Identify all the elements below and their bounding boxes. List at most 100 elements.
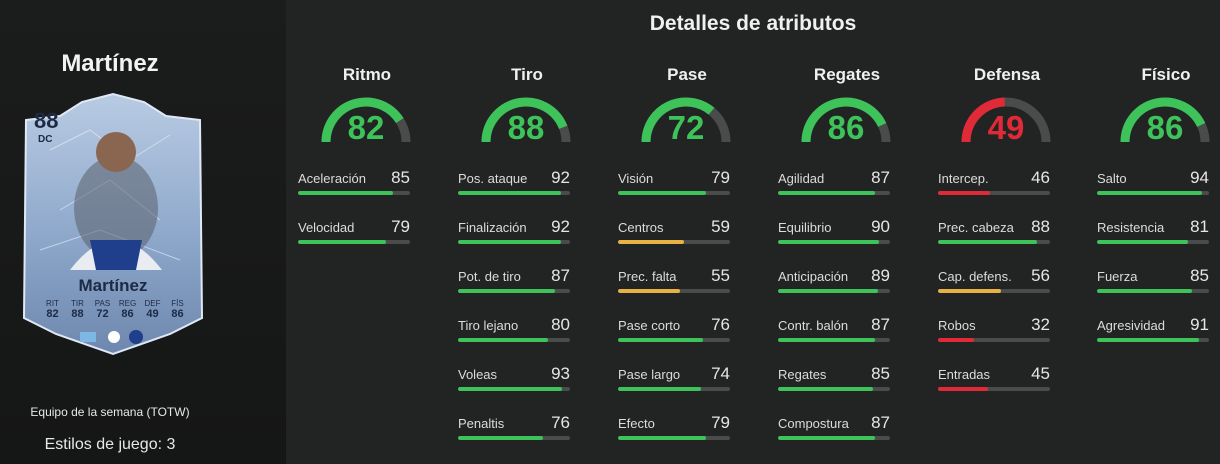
stat-label: Regates [778, 367, 827, 382]
stat-bar-fill [938, 338, 974, 342]
stat-row: Centros 59 [618, 217, 730, 247]
category-title: Pase [667, 65, 707, 84]
card-stat: RIT 82 [46, 299, 59, 320]
stat-value: 87 [871, 315, 890, 334]
stat-value: 81 [1190, 217, 1209, 236]
category-rating: 86 [1146, 109, 1184, 146]
stat-row: Tiro lejano 80 [458, 315, 570, 345]
category-title: Ritmo [342, 65, 392, 84]
card-position: DC [38, 134, 53, 145]
stat-label: Visión [618, 171, 654, 186]
stat-bar [778, 436, 890, 440]
card-stat: REG 86 [118, 299, 137, 320]
stat-row: Prec. cabeza 88 [938, 217, 1050, 247]
stat-bar-fill [778, 240, 879, 244]
stat-row: Robos 32 [938, 315, 1050, 345]
stat-label: Resistencia [1097, 220, 1165, 235]
stat-row: Aceleración 85 [298, 168, 410, 198]
card-stat: DEF 49 [144, 299, 161, 320]
stat-bar-fill [778, 338, 876, 342]
stat-value: 85 [871, 364, 890, 383]
stat-value: 79 [711, 168, 730, 187]
stat-bar [618, 289, 730, 293]
stat-value: 80 [551, 315, 570, 334]
stat-value: 90 [871, 217, 890, 236]
stat-row: Resistencia 81 [1097, 217, 1209, 247]
stat-bar-fill [778, 387, 874, 391]
stat-bar-fill [458, 436, 544, 440]
gauge-fill [961, 97, 1006, 143]
stat-label: Tiro lejano [458, 318, 519, 333]
stat-value: 87 [871, 413, 890, 432]
stat-value: 79 [711, 413, 730, 432]
gauge-fill [801, 97, 887, 143]
stat-value: 87 [551, 266, 570, 285]
stat-label: Compostura [778, 416, 849, 431]
stat-label: Equilibrio [778, 220, 832, 235]
gauge-fill [321, 97, 404, 143]
stat-value: 79 [391, 217, 410, 236]
stat-value: 85 [1190, 266, 1209, 285]
stat-bar [938, 240, 1050, 244]
stat-bar [458, 289, 570, 293]
stat-bar-fill [458, 289, 556, 293]
stat-value: 89 [871, 266, 890, 285]
playstyles-count: Estilos de juego: 3 [44, 436, 176, 453]
stat-bar-fill [458, 387, 563, 391]
card-frame-icon [22, 92, 204, 356]
stat-row: Agresividad 91 [1097, 315, 1209, 345]
stat-row: Cap. defens. 56 [938, 266, 1050, 296]
stat-bar-fill [1097, 289, 1193, 293]
stat-bar [458, 436, 570, 440]
stat-bar [618, 436, 730, 440]
stat-bar [778, 289, 890, 293]
stat-bar [1097, 289, 1209, 293]
stat-label: Centros [618, 220, 664, 235]
stat-row: Anticipación 89 [778, 266, 890, 296]
stat-row: Efecto 79 [618, 413, 730, 443]
stat-row: Penaltis 76 [458, 413, 570, 443]
stat-bar [618, 240, 730, 244]
stat-bar-fill [1097, 191, 1203, 195]
stat-row: Finalización 92 [458, 217, 570, 247]
stat-label: Entradas [938, 367, 991, 382]
stat-bar [778, 240, 890, 244]
stat-label: Aceleración [298, 171, 366, 186]
stat-value: 56 [1031, 266, 1050, 285]
stat-label: Anticipación [778, 269, 849, 284]
card-stat: PAS 72 [94, 299, 111, 320]
stat-label: Prec. falta [618, 269, 677, 284]
stat-bar-fill [618, 289, 680, 293]
stat-bar-fill [458, 191, 562, 195]
player-card[interactable]: 88 DC Martínez RIT 82 TIR 88 PAS 72 REG 86 D… [20, 90, 206, 358]
stat-bar [458, 338, 570, 342]
gauge-fill [641, 97, 715, 143]
stat-row: Equilibrio 90 [778, 217, 890, 247]
stat-row: Voleas 93 [458, 364, 570, 394]
stat-row: Compostura 87 [778, 413, 890, 443]
stat-label: Prec. cabeza [938, 220, 1014, 235]
player-panel: Martínez 88 DC Martínez RIT 82 [0, 0, 286, 464]
stat-bar-fill [778, 191, 876, 195]
stat-bar-fill [618, 436, 707, 440]
stat-label: Agresividad [1097, 318, 1165, 333]
stat-bar [1097, 240, 1209, 244]
rating-gauge-icon [641, 97, 731, 143]
stat-row: Salto 94 [1097, 168, 1209, 198]
stat-bar [938, 387, 1050, 391]
category-title: Defensa [973, 65, 1041, 84]
stat-bar [1097, 191, 1209, 195]
stat-label: Cap. defens. [938, 269, 1012, 284]
stat-row: Intercep. 46 [938, 168, 1050, 198]
attributes-title: Detalles de atributos [649, 12, 857, 35]
stat-bar [458, 240, 570, 244]
stat-label: Fuerza [1097, 269, 1138, 284]
stat-value: 92 [551, 217, 570, 236]
stat-label: Pase largo [618, 367, 681, 382]
player-name: Martínez [61, 50, 159, 77]
stat-row: Pase corto 76 [618, 315, 730, 345]
stat-value: 91 [1190, 315, 1209, 334]
stat-bar-fill [938, 289, 1001, 293]
stat-bar-fill [618, 191, 707, 195]
stat-row: Velocidad 79 [298, 217, 410, 247]
